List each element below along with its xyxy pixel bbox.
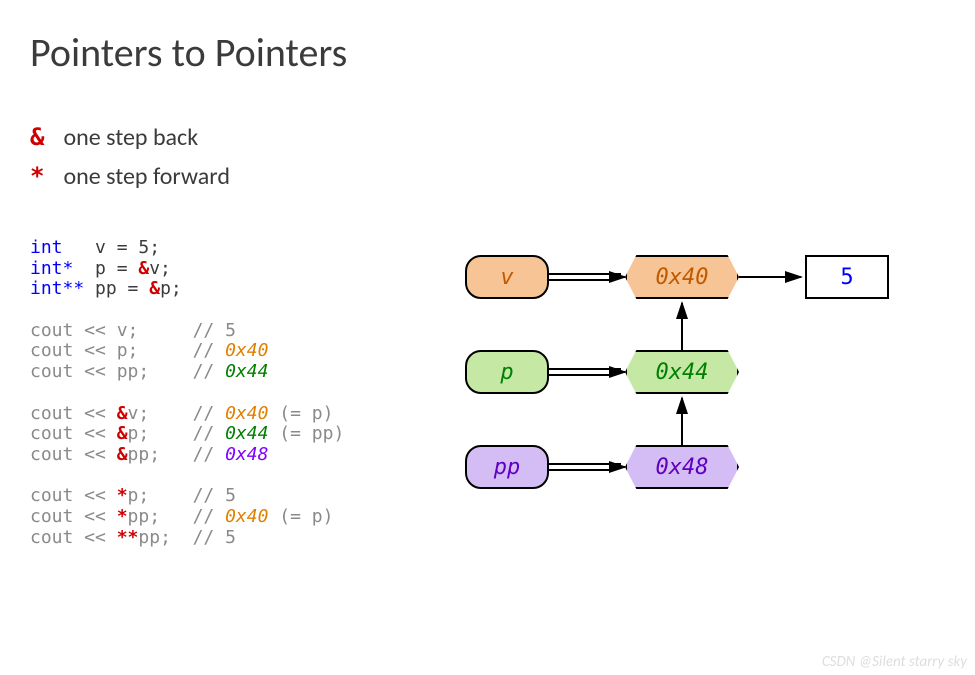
- addr-0x48: 0x48: [625, 445, 739, 489]
- b3-l1a: &: [117, 403, 128, 424]
- amp-symbol: &: [30, 118, 58, 156]
- star-symbol: *: [30, 157, 58, 195]
- b4-c2v: 0x40: [225, 506, 268, 527]
- b3-l1p: cout <<: [30, 403, 117, 424]
- watermark: CSDN @Silent starry sky: [822, 653, 967, 671]
- addr-0x44: 0x44: [625, 350, 739, 394]
- b4-l1p: cout <<: [30, 485, 117, 506]
- decl-p-post: v;: [149, 258, 171, 279]
- b2-l2: cout << p;: [30, 340, 193, 361]
- b2-c2v: 0x40: [225, 340, 268, 361]
- kw-int1: int: [30, 237, 84, 258]
- b3-l2t: p;: [128, 423, 193, 444]
- b4-l3t: pp;: [138, 527, 192, 548]
- rules-block: & one step back * one step forward: [30, 118, 230, 197]
- b4-l1t: p;: [128, 485, 193, 506]
- b3-l3p: cout <<: [30, 444, 117, 465]
- b4-c2t: (= p): [268, 506, 333, 527]
- kw-int3: int**: [30, 278, 84, 299]
- kw-int2: int*: [30, 258, 84, 279]
- b3-c2t: (= pp): [268, 423, 344, 444]
- rule-star: * one step forward: [30, 157, 230, 196]
- decl-p-pre: p =: [84, 258, 138, 279]
- b2-c2s: //: [193, 340, 226, 361]
- decl-v: v = 5;: [84, 237, 160, 258]
- b3-l2p: cout <<: [30, 423, 117, 444]
- b4-c3s: //: [193, 527, 226, 548]
- addr-0x40: 0x40: [625, 255, 739, 299]
- b4-l2t: pp;: [128, 506, 193, 527]
- b3-c2s: //: [193, 423, 226, 444]
- b3-c1v: 0x40: [225, 403, 268, 424]
- b3-c3v: 0x48: [225, 444, 268, 465]
- b2-c3s: //: [193, 361, 226, 382]
- code-block: int v = 5; int* p = &v; int** pp = &p; c…: [30, 238, 344, 548]
- value-5: 5: [805, 255, 889, 299]
- decl-p-amp: &: [138, 258, 149, 279]
- b4-l2s: *: [117, 506, 128, 527]
- b4-c1v: 5: [225, 485, 236, 506]
- b2-c3v: 0x44: [225, 361, 268, 382]
- b2-c1v: 5: [225, 320, 236, 341]
- diagram-arrows: [445, 255, 945, 555]
- b4-l3p: cout <<: [30, 527, 117, 548]
- b3-c3s: //: [193, 444, 226, 465]
- page-title: Pointers to Pointers: [30, 28, 347, 77]
- var-v: v: [465, 255, 549, 299]
- decl-pp-amp: &: [149, 278, 160, 299]
- b4-l1s: *: [117, 485, 128, 506]
- b3-l2a: &: [117, 423, 128, 444]
- rule-amp: & one step back: [30, 118, 230, 157]
- star-text: one step forward: [63, 162, 230, 191]
- b3-l1t: v;: [128, 403, 193, 424]
- b4-l3s: **: [117, 527, 139, 548]
- pointer-diagram: v 0x40 5 p 0x44 pp 0x48: [445, 255, 945, 555]
- var-p: p: [465, 350, 549, 394]
- b2-l3: cout << pp;: [30, 361, 193, 382]
- b3-c2v: 0x44: [225, 423, 268, 444]
- b2-c1s: //: [193, 320, 226, 341]
- b4-c2s: //: [193, 506, 226, 527]
- decl-pp-pre: pp =: [84, 278, 149, 299]
- b3-c1t: (= p): [268, 403, 333, 424]
- b3-l3a: &: [117, 444, 128, 465]
- b3-l3t: pp;: [128, 444, 193, 465]
- b4-c1s: //: [193, 485, 226, 506]
- b3-c1s: //: [193, 403, 226, 424]
- b4-l2p: cout <<: [30, 506, 117, 527]
- amp-text: one step back: [63, 123, 198, 152]
- b2-l1: cout << v;: [30, 320, 193, 341]
- decl-pp-post: p;: [160, 278, 182, 299]
- b4-c3v: 5: [225, 527, 236, 548]
- var-pp: pp: [465, 445, 549, 489]
